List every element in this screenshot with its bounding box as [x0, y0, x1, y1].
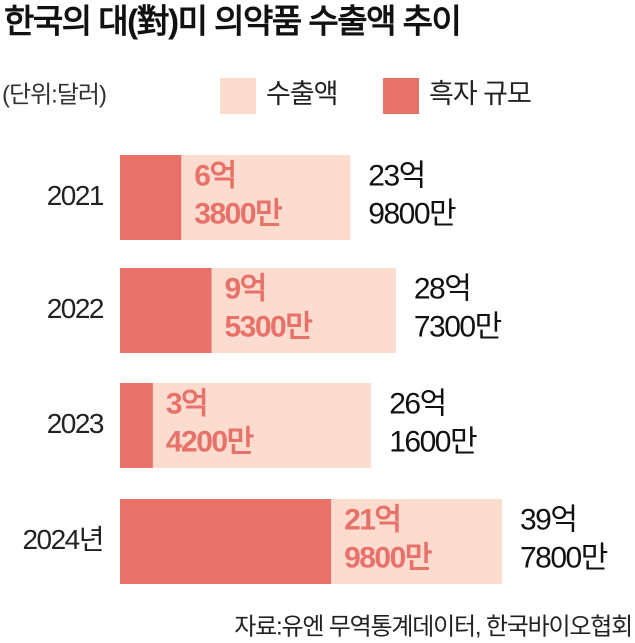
y-tick-label: 2024년 [22, 524, 103, 555]
legend-label: 수출액 [266, 79, 338, 109]
value-label: 3800만 [194, 197, 283, 230]
value-label: 9800만 [344, 541, 433, 574]
bar [120, 383, 372, 468]
value-label: 9800만 [368, 197, 456, 230]
value-label: 9억 [225, 272, 266, 305]
value-label: 26억 [389, 387, 445, 420]
value-label: 23억 [368, 159, 424, 192]
value-label: 6억 [194, 159, 235, 192]
value-label: 4200만 [166, 425, 255, 458]
bar [120, 268, 212, 353]
chart-title: 한국의 대(對)미 의약품 수출액 추이 [4, 3, 460, 40]
bar [120, 155, 182, 240]
source: 자료:유엔 무역통계데이터, 한국바이오협회 [234, 613, 632, 640]
value-label: 1600만 [389, 425, 477, 458]
value-label: 3억 [166, 387, 207, 420]
y-tick-label: 2022 [47, 293, 104, 324]
value-label: 5300만 [225, 310, 314, 343]
unit-note: (단위:달러) [2, 81, 106, 108]
value-label: 7800만 [520, 541, 608, 574]
y-tick-label: 2023 [47, 408, 104, 439]
value-label: 21억 [344, 503, 400, 536]
legend-label: 흑자 규모 [429, 79, 531, 109]
value-label: 28억 [414, 272, 470, 305]
bar [120, 499, 332, 584]
y-tick-label: 2021 [47, 180, 104, 211]
value-label: 7300만 [414, 310, 502, 343]
bar [120, 383, 153, 468]
legend-swatch [220, 78, 256, 114]
legend-swatch [383, 78, 419, 114]
value-label: 39억 [520, 503, 576, 536]
